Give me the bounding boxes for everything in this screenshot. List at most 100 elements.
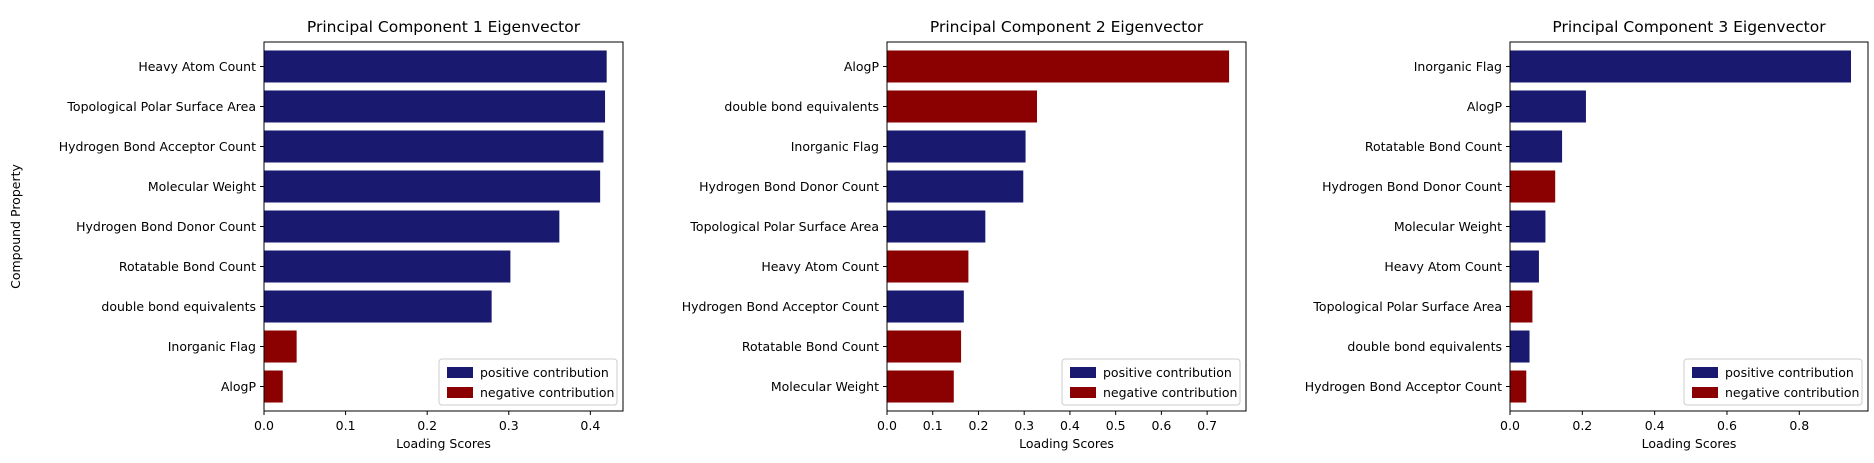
x-axis-label: Loading Scores [1019, 436, 1114, 451]
y-tick-label: Topological Polar Surface Area [66, 99, 256, 114]
bar-2-4 [887, 170, 1024, 203]
y-tick-label: double bond equivalents [724, 99, 879, 114]
y-tick-label: Heavy Atom Count [138, 59, 256, 74]
x-axis-label: Loading Scores [396, 436, 491, 451]
bar-3-1 [1510, 50, 1852, 83]
x-tick-label: 0.4 [1060, 418, 1080, 433]
y-tick-label: Inorganic Flag [168, 339, 256, 354]
y-axis-label: Compound Property [8, 164, 23, 289]
bar-2-8 [887, 330, 962, 363]
legend: positive contribution negative contributi… [1061, 358, 1241, 406]
legend-box [1061, 358, 1241, 406]
y-tick-label: Hydrogen Bond Acceptor Count [682, 299, 879, 314]
bar-3-8 [1510, 330, 1530, 363]
legend: positive contribution negative contributi… [438, 358, 618, 406]
legend-swatch-negative [1070, 387, 1096, 398]
chart-panel-2: AlogP double bond equivalents Inorganic Fl… [682, 18, 1247, 451]
bar-3-3 [1510, 130, 1563, 163]
bar-2-1 [887, 50, 1230, 83]
bar-3-5 [1510, 210, 1546, 243]
x-tick-label: 0.0 [877, 418, 897, 433]
bar-2-6 [887, 250, 969, 283]
legend-label-negative: negative contribution [480, 385, 614, 400]
y-tick-label: Topological Polar Surface Area [689, 219, 879, 234]
x-tick-label: 0.6 [1151, 418, 1171, 433]
chart-title: Principal Component 1 Eigenvector [307, 18, 581, 36]
y-tick-label: double bond equivalents [101, 299, 256, 314]
x-tick-label: 0.0 [1500, 418, 1520, 433]
y-tick-label: Heavy Atom Count [761, 259, 879, 274]
axes-frame [263, 41, 624, 412]
y-tick-label: Topological Polar Surface Area [1312, 299, 1502, 314]
legend-swatch-negative [1692, 387, 1718, 398]
bar-2-3 [887, 130, 1026, 163]
x-tick-label: 0.3 [1014, 418, 1034, 433]
bar-1-4 [264, 170, 601, 203]
y-tick-label: Molecular Weight [771, 379, 879, 394]
chart-title: Principal Component 3 Eigenvector [1552, 18, 1826, 36]
x-tick-label: 0.8 [1789, 418, 1809, 433]
y-tick-label: AlogP [844, 59, 880, 74]
axes-frame [1509, 41, 1869, 412]
y-tick-label: Hydrogen Bond Acceptor Count [1305, 379, 1502, 394]
legend-label-negative: negative contribution [1103, 385, 1237, 400]
bar-2-5 [887, 210, 986, 243]
y-tick-label: Hydrogen Bond Donor Count [1322, 179, 1502, 194]
x-tick-label: 0.2 [1572, 418, 1592, 433]
x-tick-label: 0.3 [499, 418, 519, 433]
y-tick-label: AlogP [1467, 99, 1503, 114]
legend-swatch-positive [1692, 367, 1718, 378]
x-axis-label: Loading Scores [1642, 436, 1737, 451]
bar-3-4 [1510, 170, 1556, 203]
y-tick-label: Hydrogen Bond Donor Count [699, 179, 879, 194]
bar-2-9 [887, 370, 954, 403]
y-tick-label: Rotatable Bond Count [119, 259, 256, 274]
bar-1-7 [264, 290, 492, 323]
legend-label-positive: positive contribution [1103, 365, 1232, 380]
legend-swatch-positive [447, 367, 473, 378]
y-tick-label: Inorganic Flag [1414, 59, 1502, 74]
y-tick-label: Molecular Weight [148, 179, 256, 194]
y-tick-label: Heavy Atom Count [1384, 259, 1502, 274]
x-tick-label: 0.0 [254, 418, 274, 433]
legend-label-negative: negative contribution [1725, 385, 1859, 400]
y-tick-label: Hydrogen Bond Acceptor Count [59, 139, 256, 154]
legend-swatch-negative [447, 387, 473, 398]
x-tick-label: 0.4 [580, 418, 600, 433]
bar-1-8 [264, 330, 297, 363]
chart-panel-3: Inorganic Flag AlogP Rotatable Bond Count H… [1305, 18, 1869, 451]
legend-swatch-positive [1070, 367, 1096, 378]
bar-1-6 [264, 250, 511, 283]
bar-3-9 [1510, 370, 1527, 403]
y-tick-label: double bond equivalents [1347, 339, 1502, 354]
x-tick-label: 0.1 [923, 418, 943, 433]
bar-2-2 [887, 90, 1038, 123]
legend-box [438, 358, 618, 406]
x-tick-label: 0.2 [417, 418, 437, 433]
bar-1-1 [264, 50, 607, 83]
y-tick-label: Rotatable Bond Count [1365, 139, 1502, 154]
bar-3-7 [1510, 290, 1533, 323]
chart-panel-1: Heavy Atom Count Topological Polar Surfac… [8, 18, 624, 451]
bar-2-7 [887, 290, 964, 323]
chart-title: Principal Component 2 Eigenvector [930, 18, 1204, 36]
bar-1-3 [264, 130, 604, 163]
bar-3-6 [1510, 250, 1539, 283]
legend-box [1683, 358, 1863, 406]
x-tick-label: 0.1 [336, 418, 356, 433]
bar-1-5 [264, 210, 560, 243]
y-tick-label: Hydrogen Bond Donor Count [76, 219, 256, 234]
legend-label-positive: positive contribution [1725, 365, 1854, 380]
bar-1-2 [264, 90, 606, 123]
bar-3-2 [1510, 90, 1586, 123]
x-tick-label: 0.2 [969, 418, 989, 433]
y-tick-label: Inorganic Flag [791, 139, 879, 154]
y-tick-label: Molecular Weight [1394, 219, 1502, 234]
x-tick-label: 0.6 [1717, 418, 1737, 433]
bar-1-9 [264, 370, 283, 403]
x-tick-label: 0.5 [1106, 418, 1126, 433]
x-tick-label: 0.7 [1197, 418, 1217, 433]
legend-label-positive: positive contribution [480, 365, 609, 380]
axes-frame [886, 41, 1247, 412]
